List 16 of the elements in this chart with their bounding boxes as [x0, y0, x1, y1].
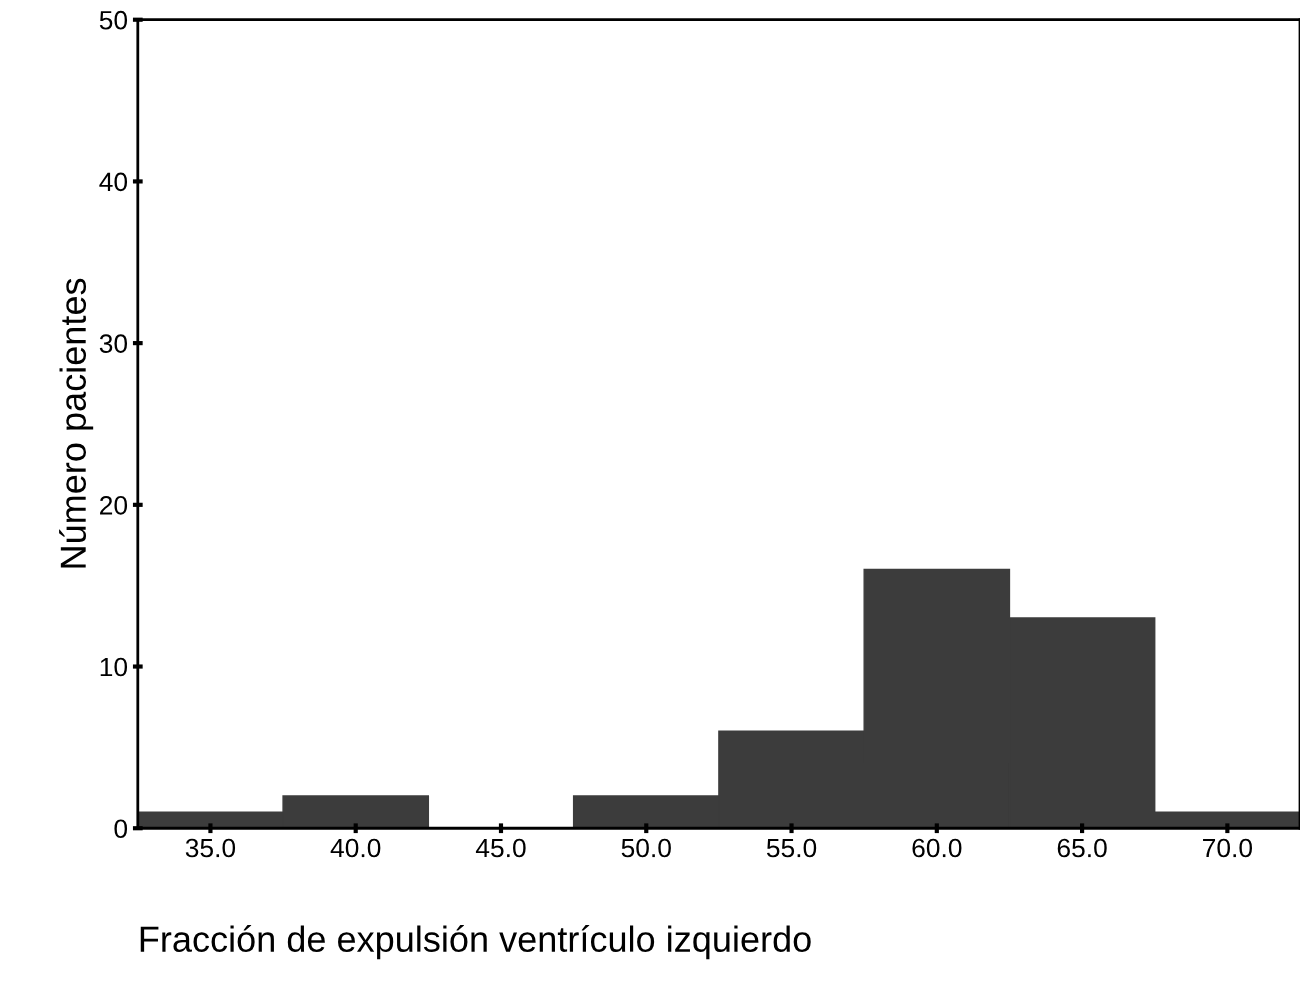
x-tick-label: 40.0 — [330, 838, 381, 858]
x-tick-label: 50.0 — [621, 838, 671, 858]
x-tick-label: 45.0 — [475, 838, 526, 858]
x-tick-label: 70.0 — [1203, 838, 1253, 858]
y-tick-label: 30 — [99, 334, 128, 353]
y-axis-title: Número pacientes — [59, 278, 94, 568]
y-tick-label: 50 — [99, 10, 128, 30]
x-axis-title: Fracción de expulsión ventrículo izquierdo — [140, 925, 811, 960]
x-tick-label: 60.0 — [912, 838, 962, 858]
y-tick-label: 40 — [99, 172, 128, 192]
x-tick-label: 65.0 — [1057, 838, 1107, 858]
x-tick-label: 55.0 — [766, 838, 817, 858]
y-tick-label: 0 — [114, 819, 128, 839]
x-tick-label: 35.0 — [185, 838, 236, 858]
y-tick-label: 10 — [100, 657, 128, 677]
y-tick-label: 20 — [100, 495, 128, 515]
